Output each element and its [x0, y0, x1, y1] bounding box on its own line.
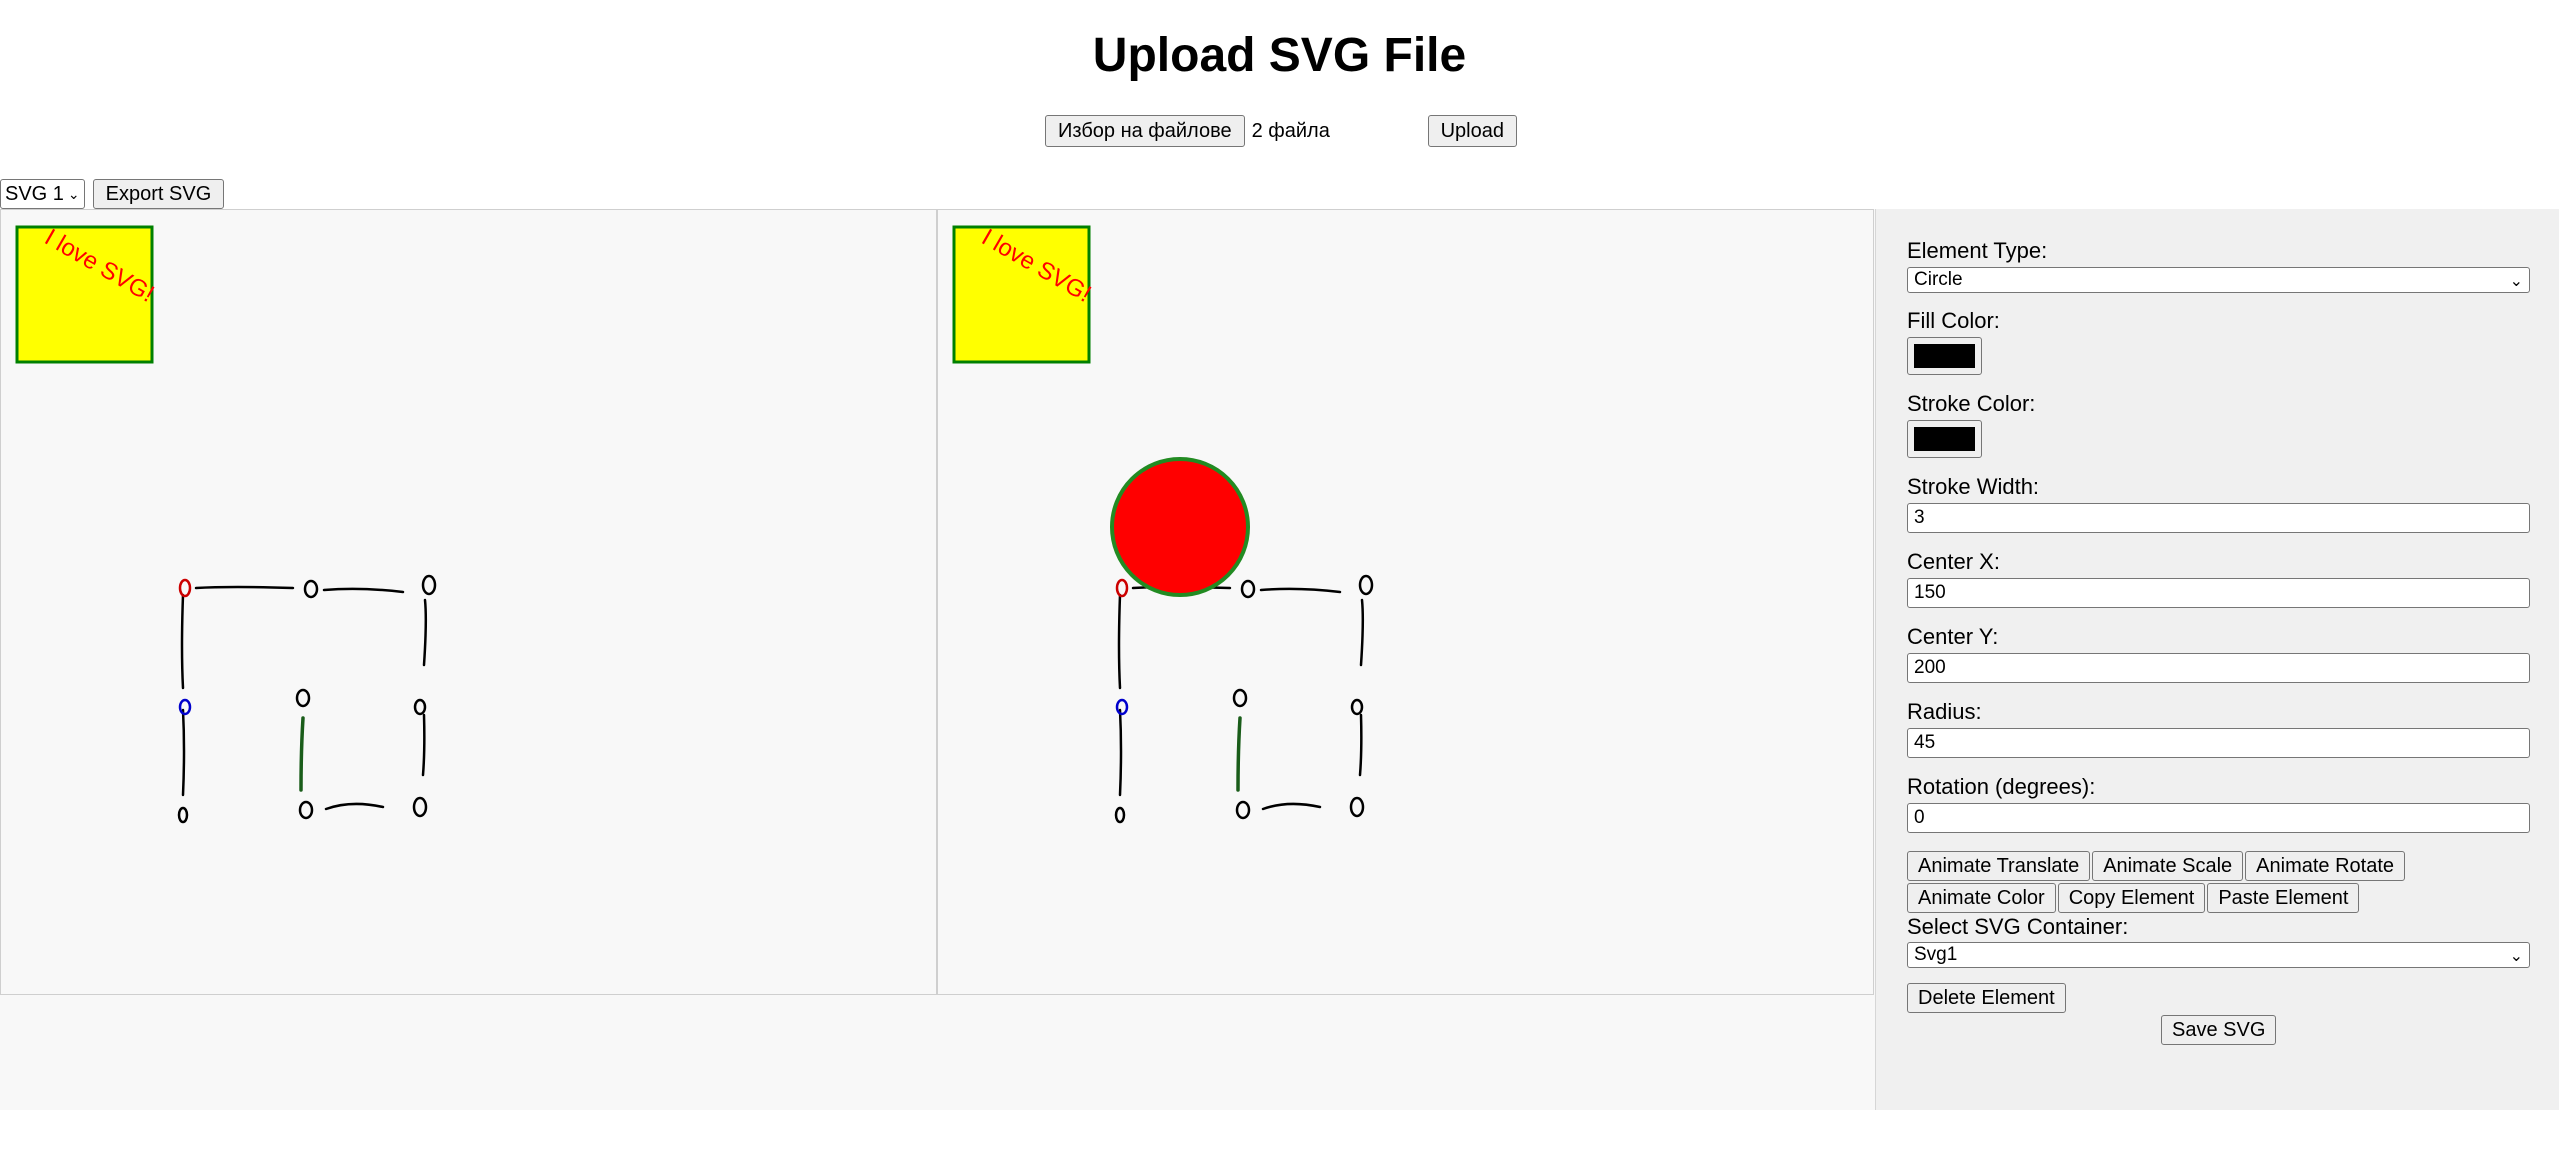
animate-rotate-button[interactable]: Animate Rotate — [2245, 851, 2406, 881]
hand-drawn-sketch[interactable] — [1114, 574, 1374, 824]
page-title: Upload SVG File — [1092, 29, 1467, 82]
center-x-input[interactable]: 150 — [1907, 578, 2530, 608]
svg-canvas-2-drawing: I love SVG! — [952, 224, 1374, 824]
save-svg-button[interactable]: Save SVG — [2161, 1015, 2277, 1045]
chevron-down-icon: ⌄ — [2509, 948, 2523, 965]
stroke-color-picker[interactable] — [1907, 420, 1982, 458]
i-love-svg-badge[interactable]: I love SVG! — [952, 224, 1096, 364]
animate-translate-button[interactable]: Animate Translate — [1907, 851, 2091, 881]
radius-label: Radius: — [1907, 699, 1982, 724]
export-svg-button[interactable]: Export SVG — [92, 179, 225, 209]
container-label: Select SVG Container: — [1907, 914, 2129, 939]
stroke-color-label: Stroke Color: — [1907, 391, 2036, 416]
container-select[interactable]: Svg1 ⌄ — [1907, 942, 2530, 968]
save-row: Save SVG — [2161, 1015, 2277, 1045]
svg-select[interactable]: SVG 1 ⌄ — [0, 179, 85, 209]
animate-scale-button[interactable]: Animate Scale — [2092, 851, 2244, 881]
svg-workspace: I love SVG! — [0, 209, 1875, 1110]
fill-color-swatch — [1914, 344, 1975, 368]
animation-buttons-row-1: Animate Translate Animate Scale Animate … — [1907, 851, 2406, 881]
center-x-label: Center X: — [1907, 549, 2000, 574]
container-value: Svg1 — [1914, 944, 1958, 965]
svg-toolbar: SVG 1 ⌄ Export SVG — [0, 178, 225, 210]
stroke-color-swatch — [1914, 427, 1975, 451]
element-type-select[interactable]: Circle ⌄ — [1907, 267, 2530, 293]
hand-drawn-sketch[interactable] — [177, 574, 437, 824]
center-y-input[interactable]: 200 — [1907, 653, 2530, 683]
center-y-label: Center Y: — [1907, 624, 1999, 649]
element-type-label: Element Type: — [1907, 238, 2048, 263]
selected-circle-element[interactable] — [1110, 457, 1250, 597]
properties-panel: Element Type: Circle ⌄ Fill Color: Strok… — [1875, 209, 2559, 1110]
file-status-text: 2 файла — [1251, 119, 1330, 142]
choose-files-button[interactable]: Избор на файлове — [1045, 115, 1245, 147]
upload-row: Избор на файлове 2 файла Upload — [1045, 114, 1517, 148]
stroke-width-label: Stroke Width: — [1907, 474, 2040, 499]
delete-row: Delete Element — [1907, 983, 2066, 1013]
animate-color-button[interactable]: Animate Color — [1907, 883, 2056, 913]
paste-element-button[interactable]: Paste Element — [2207, 883, 2360, 913]
delete-element-button[interactable]: Delete Element — [1907, 983, 2066, 1013]
stroke-width-input[interactable]: 3 — [1907, 503, 2530, 533]
rotation-input[interactable]: 0 — [1907, 803, 2530, 833]
copy-element-button[interactable]: Copy Element — [2057, 883, 2206, 913]
i-love-svg-badge[interactable]: I love SVG! — [15, 224, 159, 364]
chevron-down-icon: ⌄ — [67, 185, 80, 202]
fill-color-label: Fill Color: — [1907, 308, 2000, 333]
element-type-value: Circle — [1914, 269, 1963, 290]
radius-input[interactable]: 45 — [1907, 728, 2530, 758]
fill-color-picker[interactable] — [1907, 337, 1982, 375]
upload-button[interactable]: Upload — [1427, 115, 1517, 147]
chevron-down-icon: ⌄ — [2509, 273, 2523, 290]
svg-select-value: SVG 1 — [5, 182, 64, 205]
svg-canvas-1-drawing: I love SVG! — [15, 224, 437, 824]
animation-buttons-row-2: Animate Color Copy Element Paste Element — [1907, 883, 2360, 913]
rotation-label: Rotation (degrees): — [1907, 774, 2096, 799]
